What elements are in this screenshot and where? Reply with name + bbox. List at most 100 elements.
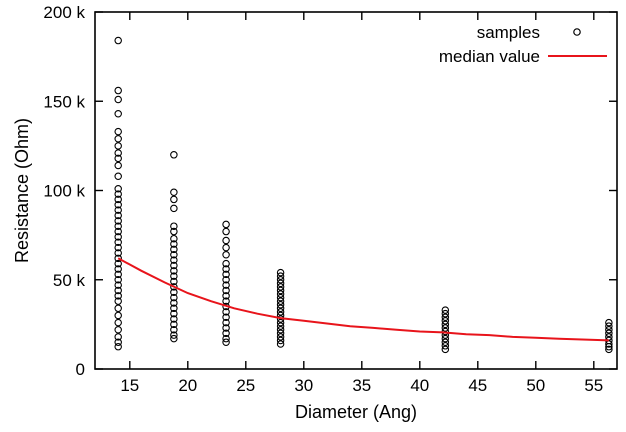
sample-point bbox=[114, 265, 122, 273]
y-tick-label: 200 k bbox=[43, 3, 85, 22]
sample-point bbox=[114, 233, 122, 241]
x-tick-label: 25 bbox=[236, 376, 255, 395]
sample-point bbox=[222, 236, 230, 245]
sample-point bbox=[114, 217, 122, 225]
sample-point bbox=[222, 275, 230, 284]
sample-point bbox=[276, 279, 285, 288]
sample-point bbox=[114, 338, 122, 346]
sample-point bbox=[222, 334, 230, 343]
y-axis-title: Resistance (Ohm) bbox=[12, 118, 32, 263]
sample-point bbox=[605, 325, 613, 334]
sample-point bbox=[441, 338, 450, 346]
sample-point bbox=[114, 201, 122, 209]
sample-point bbox=[170, 240, 178, 248]
sample-point bbox=[114, 161, 122, 170]
sample-point bbox=[170, 251, 178, 259]
sample-point bbox=[114, 222, 122, 230]
sample-point bbox=[222, 329, 230, 338]
sample-point bbox=[276, 293, 285, 302]
sample-point bbox=[441, 317, 450, 325]
sample-point bbox=[170, 222, 178, 230]
sample-point bbox=[170, 304, 178, 313]
sample-point bbox=[222, 308, 230, 316]
sample-point bbox=[114, 109, 122, 118]
x-tick-label: 50 bbox=[526, 376, 545, 395]
sample-point bbox=[222, 286, 230, 295]
sample-point bbox=[114, 95, 122, 104]
sample-point bbox=[441, 342, 450, 350]
x-axis-title: Diameter (Ang) bbox=[295, 402, 417, 422]
sample-point bbox=[114, 325, 122, 334]
sample-point bbox=[170, 283, 178, 291]
sample-point bbox=[276, 300, 285, 309]
sample-point bbox=[114, 297, 122, 305]
sample-point bbox=[222, 251, 230, 259]
sample-point bbox=[114, 206, 122, 214]
sample-point bbox=[441, 306, 450, 314]
sample-point bbox=[170, 325, 178, 334]
sample-point bbox=[170, 272, 178, 280]
sample-point bbox=[441, 324, 450, 332]
sample-point bbox=[170, 195, 178, 204]
sample-point bbox=[276, 304, 285, 313]
sample-point bbox=[170, 188, 178, 197]
ticks: 15 20 25 30 35 40 45 50 55 0 50 k 100 k 150 k 200 k bbox=[43, 3, 617, 395]
legend: samples median value bbox=[439, 23, 607, 66]
sample-point bbox=[170, 204, 178, 213]
legend-label-samples: samples bbox=[477, 23, 540, 42]
sample-point bbox=[114, 184, 122, 193]
sample-point bbox=[605, 318, 613, 327]
sample-point bbox=[170, 277, 178, 286]
sample-point bbox=[114, 292, 122, 300]
sample-point bbox=[222, 297, 230, 305]
sample-point bbox=[114, 134, 122, 143]
sample-point bbox=[276, 318, 285, 327]
sample-point bbox=[170, 309, 178, 318]
sample-point bbox=[114, 127, 122, 136]
sample-point bbox=[276, 340, 285, 348]
sample-point bbox=[276, 322, 285, 330]
sample-point bbox=[114, 254, 122, 263]
x-tick-label: 40 bbox=[410, 376, 429, 395]
sample-point bbox=[114, 86, 122, 95]
sample-point bbox=[114, 227, 122, 236]
sample-point bbox=[441, 345, 450, 354]
y-tick-label: 50 k bbox=[53, 271, 86, 290]
sample-point bbox=[605, 342, 613, 351]
sample-point bbox=[170, 267, 178, 275]
median-line bbox=[117, 257, 609, 342]
sample-point bbox=[170, 234, 178, 243]
sample-point bbox=[276, 329, 285, 338]
sample-point bbox=[222, 270, 230, 279]
sample-point bbox=[170, 293, 178, 302]
sample-point bbox=[222, 265, 230, 273]
sample-point bbox=[170, 315, 178, 323]
sample-point bbox=[276, 308, 285, 316]
sample-point bbox=[114, 270, 122, 279]
sample-point bbox=[114, 342, 122, 351]
sample-point bbox=[276, 268, 285, 277]
sample-point bbox=[605, 322, 613, 330]
sample-point bbox=[114, 259, 122, 268]
sample-point bbox=[114, 238, 122, 247]
x-tick-label: 55 bbox=[584, 376, 603, 395]
sample-point bbox=[222, 324, 230, 332]
sample-point bbox=[276, 286, 285, 295]
sample-point bbox=[441, 313, 450, 321]
sample-point bbox=[114, 149, 122, 157]
sample-point bbox=[222, 281, 230, 289]
sample-point bbox=[114, 142, 122, 150]
x-tick-label: 30 bbox=[294, 376, 313, 395]
sample-point bbox=[222, 220, 230, 229]
sample-point bbox=[276, 272, 285, 280]
sample-point bbox=[276, 336, 285, 345]
sample-point bbox=[114, 243, 122, 252]
sample-point bbox=[170, 261, 178, 270]
sample-point bbox=[222, 318, 230, 327]
sample-point bbox=[114, 211, 122, 220]
sample-point bbox=[222, 338, 230, 346]
sample-point bbox=[605, 345, 613, 354]
x-tick-label: 20 bbox=[178, 376, 197, 395]
sample-point bbox=[114, 172, 122, 180]
